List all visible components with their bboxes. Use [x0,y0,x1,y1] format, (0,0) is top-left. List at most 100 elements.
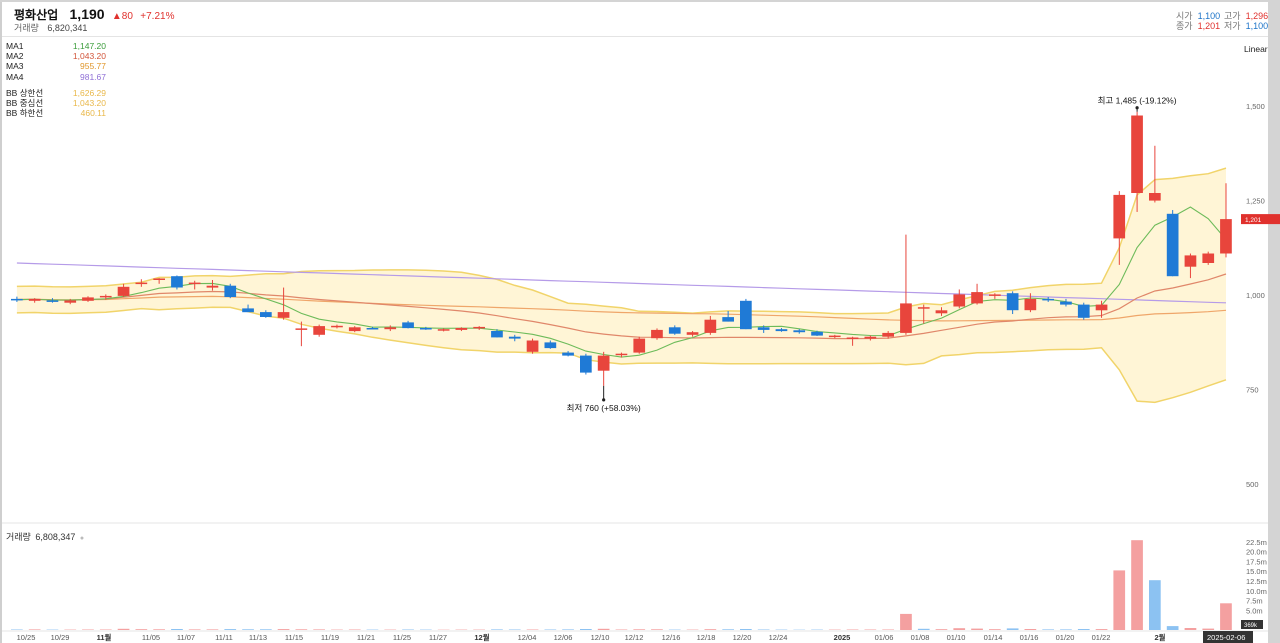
volume-bar [1006,628,1019,630]
volume-bar [1077,629,1090,630]
low-annotation: 최저 760 (+58.03%) [567,403,641,413]
x-axis-label: 11/15 [285,633,303,642]
volume-bar [562,629,574,630]
volume-panel-label: 거래량 6,808,347 ● [6,530,84,543]
volume-bar [704,629,717,630]
x-axis-date-tag [1203,631,1253,643]
volume-bar [28,629,41,630]
legend-ma1[interactable]: MA1 1,147.20 [6,41,106,51]
scale-mode-toggle[interactable]: Linear [1244,44,1268,54]
candle-body [1149,193,1161,201]
x-axis-label: 12/04 [518,633,537,642]
candle-body [64,300,77,303]
volume-bar [1113,570,1126,630]
candle-body [1113,194,1126,239]
volume-bar [295,629,308,630]
candle-body [544,342,557,349]
volume-bar [1131,540,1143,630]
candle-body [562,352,574,356]
candle-body [437,329,450,331]
stock-name[interactable]: 평화산업 [14,8,59,22]
candle-body [295,328,308,330]
high-annotation: 최고 1,485 (-19.12%) [1098,96,1177,106]
legend-bb-upper[interactable]: BB 상한선 1,626.29 [6,88,106,98]
x-axis-label: 01/16 [1020,633,1039,642]
header-divider [2,36,1268,37]
candle-body [917,307,930,309]
candle-body [508,336,521,339]
candle-body [99,295,112,298]
volume-bar [917,628,930,630]
candle-body [846,337,859,339]
volume-bar [633,629,646,630]
volume-bar [1042,629,1054,630]
candle-body [882,332,894,337]
volume-bar [971,628,983,630]
x-axis-label: 11/11 [215,633,233,642]
volume-bar [864,629,877,630]
volume-bar [1166,626,1179,630]
high-label: 고가 [1224,11,1241,21]
legend-ma2[interactable]: MA2 1,043.20 [6,51,106,61]
legend-ma1-value: 1,147.20 [72,41,106,51]
legend-ma3[interactable]: MA3 955.77 [6,61,106,71]
current-price-tag [1241,214,1280,225]
volume-bar [1095,629,1108,630]
header-volume-label: 거래량 [14,23,39,33]
x-axis-label: 10/25 [17,633,36,642]
legend-bb-upper-value: 1,626.29 [72,87,106,98]
candle-body [348,327,361,332]
indicator-legend[interactable]: MA1 1,147.20 MA2 1,043.20 MA3 955.77 MA4 981… [6,41,106,118]
low-value: 1,100 [1245,21,1269,31]
bb-upper-line [16,167,1227,315]
volume-bar [402,629,414,630]
volume-bar [953,628,966,630]
x-axis-label: 01/06 [875,633,894,642]
legend-ma1-label: MA1 [6,41,24,51]
legend-ma3-value: 955.77 [80,61,106,72]
legend-bb-middle-value: 1,043.20 [72,97,106,108]
volume-bar [846,629,859,630]
legend-bb-middle[interactable]: BB 중심선 1,043.20 [6,98,106,108]
volume-bar [651,629,663,630]
ma4-line [16,262,1227,304]
right-scroll-gutter[interactable] [1268,0,1280,643]
open-value: 1,100 [1197,11,1221,21]
volume-bar [206,629,219,630]
candle-body [171,276,183,288]
volume-tick-label: 5.0m [1246,606,1263,615]
volume-bar [82,629,94,630]
candle-body [135,282,148,285]
volume-tick-label: 12.5m [1246,577,1267,586]
candle-body [455,328,468,330]
x-axis-label: 2025 [834,633,851,642]
x-axis-date-tag-label: 2025-02-06 [1207,633,1245,642]
x-axis-label: 01/14 [984,633,1003,642]
legend-bb-middle-label: BB 중심선 [6,97,44,108]
x-axis-label: 01/20 [1056,633,1075,642]
x-axis-label: 01/22 [1092,633,1111,642]
candle-body [615,353,628,356]
legend-ma2-label: MA2 [6,51,24,62]
candle-body [1202,253,1215,263]
x-axis-label: 11/05 [142,633,160,642]
volume-bar [508,629,521,630]
volume-bar [348,629,361,630]
candle-body [828,335,841,338]
volume-bar [544,629,557,630]
legend-bb-upper-label: BB 상한선 [6,87,44,98]
x-axis-label: 12/06 [554,633,573,642]
volume-bar [1184,628,1197,630]
price-tick-label: 1,000 [1246,291,1265,300]
x-axis-label: 11/13 [249,633,267,642]
legend-ma4[interactable]: MA4 981.67 [6,72,106,82]
volume-bar [580,629,592,630]
legend-ma4-value: 981.67 [80,71,106,82]
volume-bar [526,629,539,630]
candle-body [366,328,379,330]
volume-bar [277,629,290,630]
close-value: 1,201 [1197,21,1221,31]
legend-bb-lower[interactable]: BB 하한선 460.11 [6,108,106,118]
volume-settings-icon[interactable]: ● [79,535,85,542]
